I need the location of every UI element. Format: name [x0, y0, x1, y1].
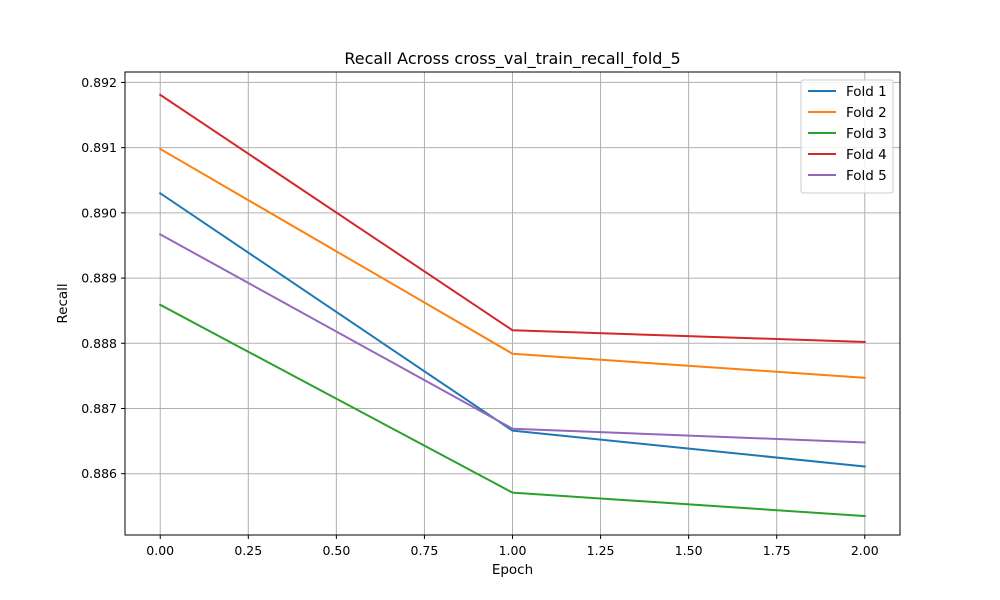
- x-tick-label: 0.75: [411, 543, 439, 558]
- legend-label-fold-3: Fold 3: [846, 126, 887, 142]
- x-tick-label: 0.00: [146, 543, 174, 558]
- y-tick-label: 0.888: [81, 336, 117, 351]
- x-tick-label: 0.50: [322, 543, 350, 558]
- series-line-fold-3: [158, 303, 866, 518]
- y-axis-label: Recall: [55, 283, 71, 323]
- x-tick-label: 1.00: [499, 543, 527, 558]
- series-line-fold-2: [158, 147, 866, 379]
- legend-label-fold-2: Fold 2: [846, 105, 887, 121]
- x-tick-label: 2.00: [851, 543, 879, 558]
- x-axis-label: Epoch: [492, 562, 533, 578]
- x-tick-label: 1.75: [763, 543, 791, 558]
- y-tick-label: 0.887: [81, 401, 117, 416]
- y-tick-label: 0.892: [81, 75, 117, 90]
- y-tick-label: 0.890: [81, 205, 117, 220]
- x-tick-label: 1.25: [587, 543, 615, 558]
- x-tick-label: 0.25: [234, 543, 262, 558]
- legend-label-fold-5: Fold 5: [846, 168, 887, 184]
- legend-box: [800, 79, 894, 194]
- y-axis-ticks: 0.886 0.887 0.888 0.889 0.890 0.891 0.892: [81, 75, 125, 481]
- y-tick-label: 0.889: [81, 271, 117, 286]
- x-axis-ticks: 0.00 0.25 0.50 0.75 1.00 1.25 1.50 1.75 2.00: [146, 535, 879, 558]
- y-tick-label: 0.886: [81, 466, 117, 481]
- legend: Fold 1 Fold 2 Fold 3 Fold 4 Fold 5: [800, 79, 894, 194]
- legend-label-fold-1: Fold 1: [846, 84, 887, 100]
- series-line-fold-5: [158, 233, 866, 444]
- series-line-fold-4: [158, 93, 866, 344]
- series-line-fold-1: [158, 191, 866, 468]
- legend-label-fold-4: Fold 4: [846, 147, 887, 163]
- chart-title: Recall Across cross_val_train_recall_fol…: [344, 49, 680, 69]
- y-tick-label: 0.891: [81, 140, 117, 155]
- series-layer: [158, 93, 866, 518]
- x-tick-label: 1.50: [675, 543, 703, 558]
